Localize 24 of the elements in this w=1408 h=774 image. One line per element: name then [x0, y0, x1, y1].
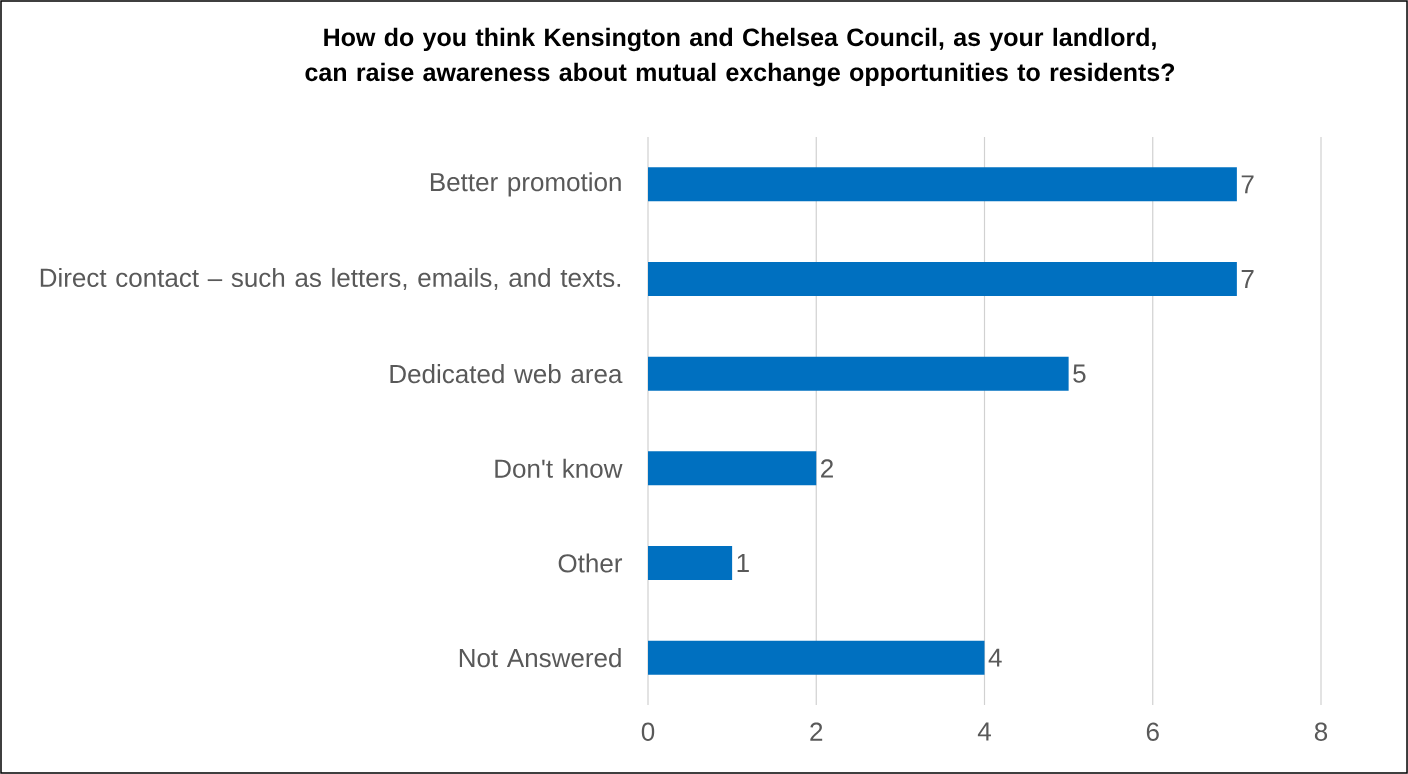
y-tick-label: Dedicated web area	[390, 364, 623, 384]
data-label: 5	[1073, 364, 1086, 383]
bar	[648, 262, 1237, 296]
data-label: 1	[737, 554, 749, 572]
x-tick-label: 4	[977, 722, 991, 741]
x-tick-label: 0	[641, 722, 655, 741]
data-label: 2	[821, 459, 833, 478]
data-label: 4	[988, 648, 1002, 667]
bar	[648, 356, 1069, 391]
y-tick-label: Direct contact – such as letters, emails, and texts.	[40, 267, 621, 291]
bar	[648, 640, 985, 675]
bar	[648, 167, 1237, 202]
chart-title: How do you think Kensington and Chelsea Council, as your landlord, can raise awareness about mutual exchange opportunities to residents?	[305, 27, 1175, 87]
x-tick-label: 8	[1314, 722, 1328, 741]
bar	[648, 546, 733, 581]
x-tick-label: 6	[1146, 722, 1159, 741]
y-tick-label: Not Answered	[459, 648, 621, 668]
y-tick-label: Other	[558, 553, 623, 573]
data-label: 7	[1241, 270, 1254, 288]
y-tick-label: Don't know	[495, 458, 623, 478]
y-tick-label: Better promotion	[430, 172, 621, 197]
bar	[648, 451, 817, 486]
x-tick-label: 2	[810, 722, 823, 741]
data-label: 7	[1241, 175, 1254, 194]
